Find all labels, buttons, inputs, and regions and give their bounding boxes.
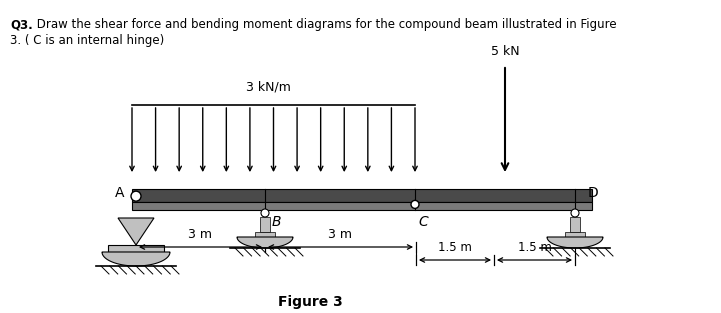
Text: Figure 3: Figure 3 (278, 295, 342, 309)
Circle shape (131, 191, 141, 201)
Polygon shape (102, 252, 170, 266)
Text: D: D (588, 186, 598, 200)
Circle shape (261, 209, 269, 217)
Text: 3 m: 3 m (329, 228, 353, 241)
Polygon shape (108, 245, 164, 252)
Text: Q3.: Q3. (10, 18, 32, 31)
Bar (132, 189, 592, 202)
Polygon shape (260, 217, 270, 232)
Polygon shape (118, 218, 154, 245)
Circle shape (571, 209, 579, 217)
Text: 1.5 m: 1.5 m (518, 241, 552, 254)
Polygon shape (570, 217, 580, 232)
Text: 5 kN: 5 kN (491, 45, 519, 58)
Polygon shape (565, 232, 585, 237)
Text: Draw the shear force and bending moment diagrams for the compound beam illustrat: Draw the shear force and bending moment … (33, 18, 616, 31)
Circle shape (411, 200, 419, 208)
Polygon shape (237, 237, 293, 248)
Text: 3. ( C is an internal hinge): 3. ( C is an internal hinge) (10, 34, 164, 47)
Polygon shape (547, 237, 603, 248)
Text: B: B (272, 215, 281, 229)
Text: A: A (115, 186, 124, 200)
Text: 1.5 m: 1.5 m (438, 241, 472, 254)
Text: 3 kN/m: 3 kN/m (246, 80, 291, 93)
Text: 3 m: 3 m (188, 228, 213, 241)
Text: C: C (418, 215, 428, 229)
Polygon shape (255, 232, 275, 237)
Bar (132, 202, 592, 210)
